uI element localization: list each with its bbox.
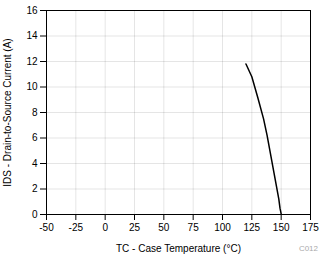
svg-text:100: 100 [214, 222, 231, 233]
svg-text:6: 6 [32, 132, 38, 143]
svg-text:175: 175 [302, 222, 319, 233]
html-text:C012: C012 [298, 244, 318, 253]
svg-text:IDS - Drain-to-Source Current: IDS - Drain-to-Source Current (A) [2, 38, 13, 186]
svg-text:0: 0 [32, 209, 38, 220]
svg-text:12: 12 [26, 56, 38, 67]
svg-text:75: 75 [188, 222, 200, 233]
svg-text:14: 14 [26, 30, 38, 41]
svg-text:-25: -25 [69, 222, 84, 233]
svg-text:10: 10 [26, 81, 38, 92]
svg-text:50: 50 [158, 222, 170, 233]
svg-text:4: 4 [32, 158, 38, 169]
svg-text:8: 8 [32, 107, 38, 118]
svg-text:TC - Case Temperature (°C): TC - Case Temperature (°C) [116, 243, 241, 254]
svg-text:0: 0 [102, 222, 108, 233]
svg-text:-50: -50 [39, 222, 54, 233]
svg-text:16: 16 [26, 5, 38, 16]
svg-text:2: 2 [32, 183, 38, 194]
svg-text:150: 150 [273, 222, 290, 233]
svg-text:25: 25 [129, 222, 141, 233]
svg-text:125: 125 [243, 222, 260, 233]
